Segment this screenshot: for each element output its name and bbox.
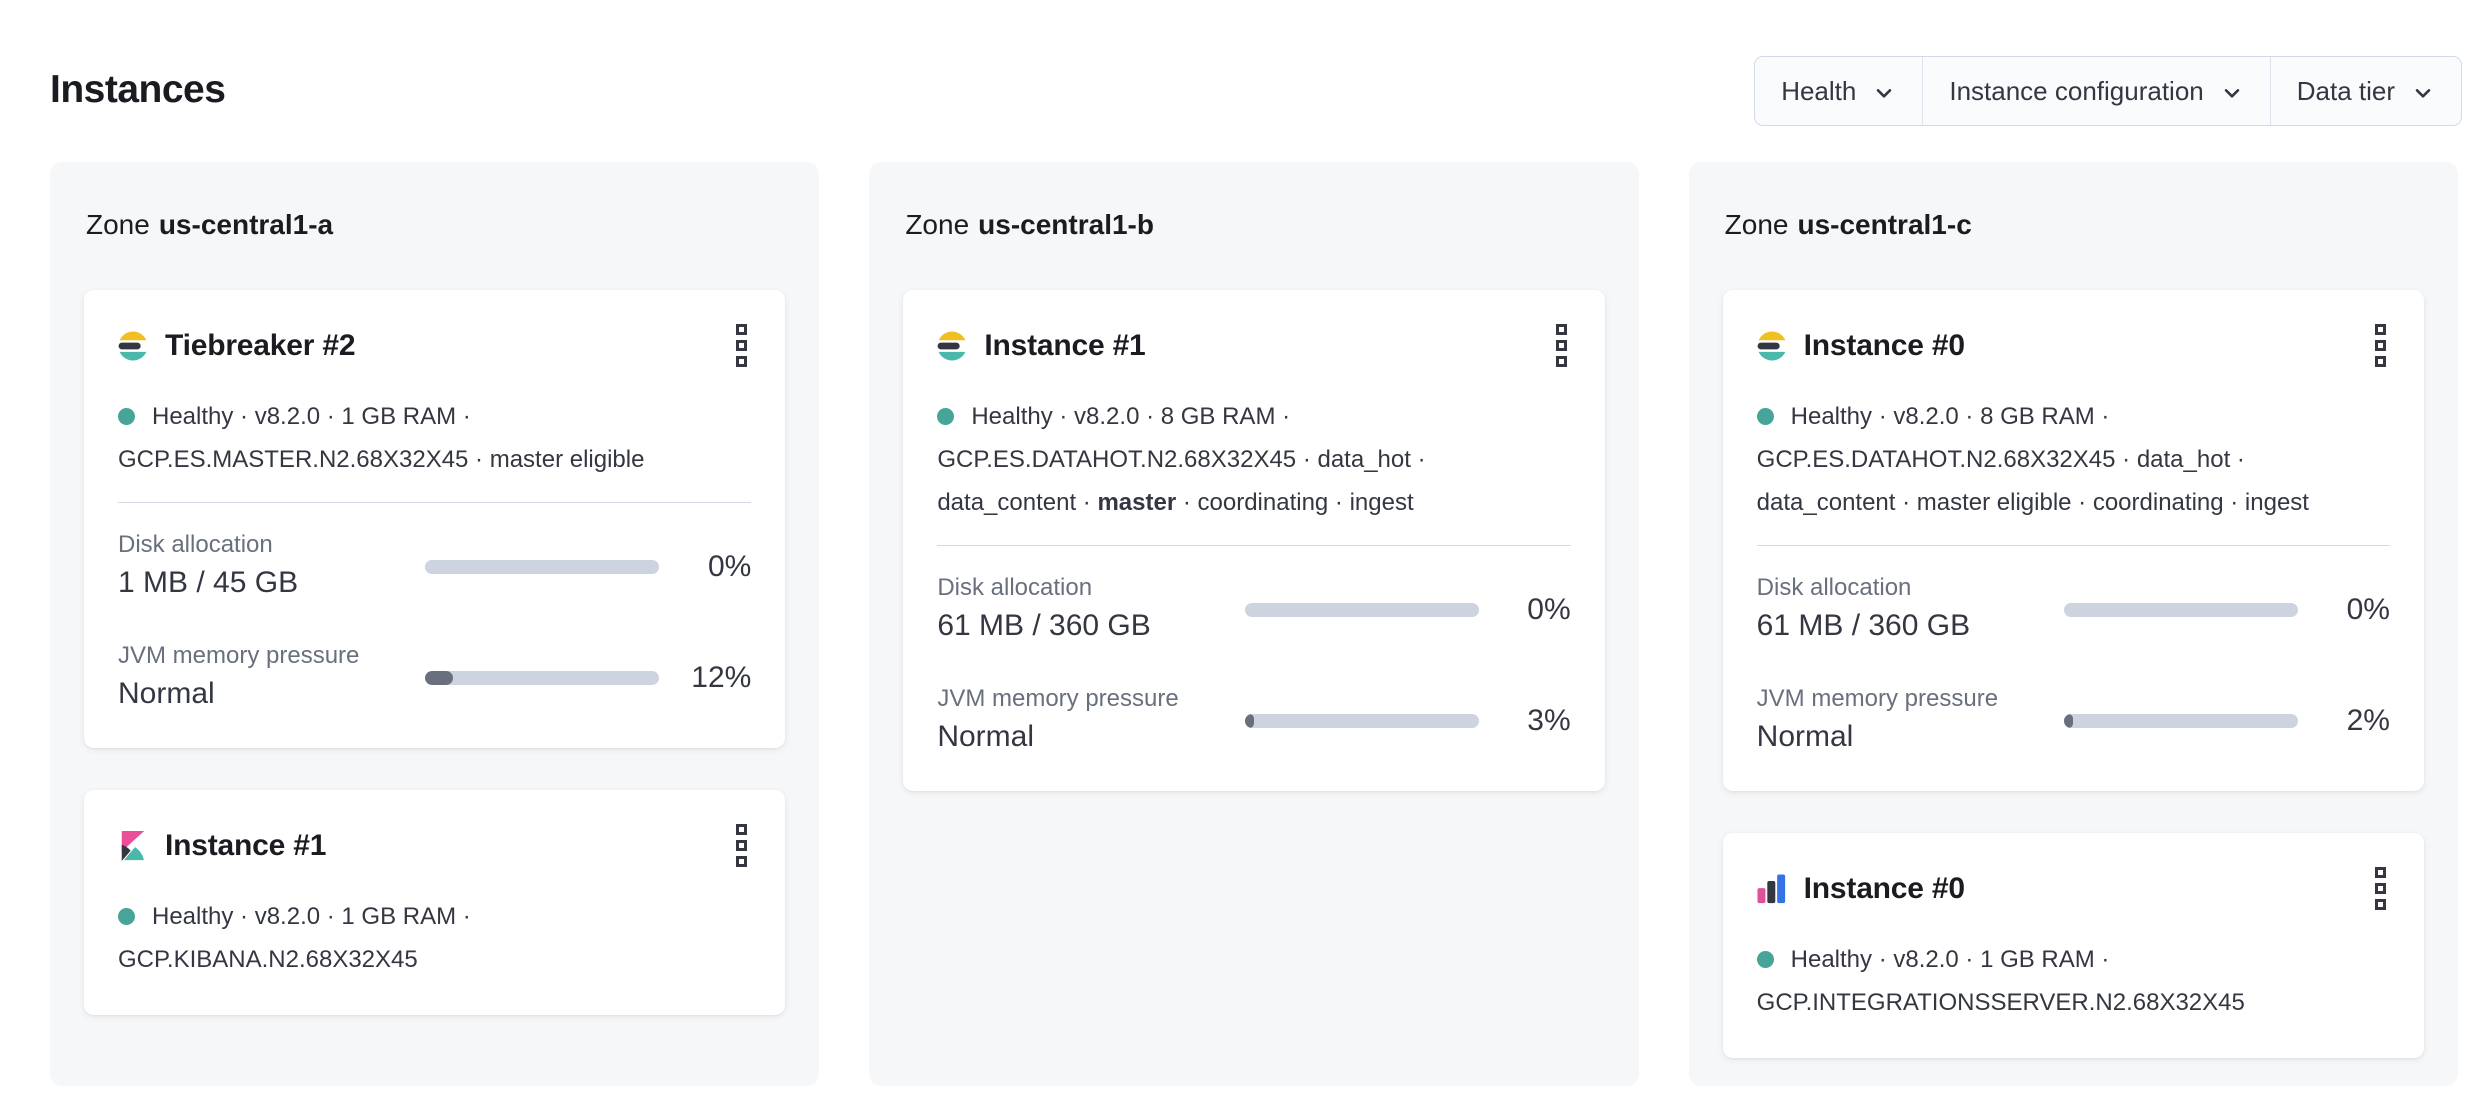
metric-value: Normal [1756, 720, 1854, 753]
jvm-memory-pressure-metric: JVM memory pressure Normal 3% [937, 684, 1570, 757]
metric-value: 61 MB / 360 GB [937, 609, 1151, 642]
zones-container: Zone us-central1-a Tiebreaker #2 Healthy … [50, 162, 2458, 1086]
filter-instance-configuration-button[interactable]: Instance configuration [1922, 57, 2269, 125]
status-text: Healthy · v8.2.0 · 8 GB RAM · [1790, 403, 2110, 430]
instance-card-integrations-0: Instance #0 Healthy · v8.2.0 · 1 GB RAM … [1722, 833, 2424, 1058]
filter-data-tier-button[interactable]: Data tier [2269, 57, 2461, 125]
elasticsearch-logo-icon [1757, 330, 1787, 361]
chevron-down-icon [1877, 88, 1892, 98]
health-dot-icon [1756, 951, 1774, 968]
health-dot-icon [1756, 408, 1774, 425]
instance-status: Healthy · v8.2.0 · 8 GB RAM · GCP.ES.DAT… [937, 395, 1570, 524]
instance-card-kibana-1: Instance #1 Healthy · v8.2.0 · 1 GB RAM … [84, 790, 786, 1015]
zone-title: Zone us-central1-a [86, 209, 334, 240]
disk-usage-bar [425, 559, 660, 574]
instance-status: Healthy · v8.2.0 · 8 GB RAM · GCP.ES.DAT… [1756, 395, 2390, 524]
jvm-pressure-bar [2063, 713, 2298, 728]
status-text: data_content · master · coordinating · i… [937, 489, 1414, 516]
metric-label: Disk allocation [937, 574, 1093, 601]
zone-panel-us-central1-c: Zone us-central1-c Instance #0 Healthy · … [1688, 162, 2458, 1086]
status-text: Healthy · v8.2.0 · 1 GB RAM · [1790, 946, 2110, 973]
filter-data-tier-label: Data tier [2296, 75, 2395, 106]
metric-label: Disk allocation [1756, 574, 1912, 601]
metric-percent: 0% [2346, 592, 2390, 626]
metric-label: JVM memory pressure [118, 642, 360, 669]
zone-title: Zone us-central1-c [1724, 209, 1972, 240]
disk-usage-bar [2063, 602, 2298, 617]
health-dot-icon [118, 408, 135, 425]
metric-label: Disk allocation [118, 531, 273, 558]
chevron-down-icon [2415, 88, 2431, 98]
metric-value: 1 MB / 45 GB [118, 566, 299, 599]
instance-menu-button[interactable] [732, 320, 751, 371]
metric-value: Normal [937, 720, 1035, 753]
status-text: GCP.ES.MASTER.N2.68X32X45 · master eligi… [118, 446, 645, 473]
elasticsearch-logo-icon [937, 330, 967, 361]
page-title: Instances [50, 68, 226, 111]
zone-panel-us-central1-a: Zone us-central1-a Tiebreaker #2 Healthy … [50, 162, 820, 1086]
kibana-logo-icon [118, 830, 148, 861]
zone-title: Zone us-central1-b [905, 209, 1154, 240]
instance-menu-button[interactable] [1552, 320, 1571, 371]
divider [118, 502, 752, 503]
jvm-memory-pressure-metric: JVM memory pressure Normal 12% [118, 641, 751, 714]
instance-status: Healthy · v8.2.0 · 1 GB RAM · GCP.ES.MAS… [118, 395, 751, 481]
instance-card-es-0: Instance #0 Healthy · v8.2.0 · 8 GB RAM … [1722, 290, 2424, 791]
metric-label: JVM memory pressure [937, 685, 1179, 712]
page-header: Instances Health Instance configuration … [0, 0, 2490, 128]
metric-value: 61 MB / 360 GB [1756, 609, 1971, 642]
status-text: GCP.ES.DATAHOT.N2.68X32X45 · data_hot · [1756, 446, 2245, 473]
elasticsearch-logo-icon [118, 330, 148, 361]
filter-health-button[interactable]: Health [1755, 57, 1922, 125]
divider [937, 545, 1571, 546]
status-text: Healthy · v8.2.0 · 1 GB RAM · [152, 903, 471, 930]
zone-panel-us-central1-b: Zone us-central1-b Instance #1 Healthy · … [869, 162, 1639, 1086]
status-text: GCP.INTEGRATIONSSERVER.N2.68X32X45 [1756, 989, 2245, 1016]
divider [1756, 545, 2390, 546]
disk-usage-bar [1244, 602, 1479, 617]
metric-percent: 12% [691, 660, 752, 694]
instance-title: Instance #1 [165, 828, 327, 862]
status-text: data_content · master eligible · coordin… [1756, 489, 2309, 516]
status-text: Healthy · v8.2.0 · 8 GB RAM · [971, 403, 1291, 430]
jvm-pressure-bar [1244, 713, 1479, 728]
instance-title: Instance #0 [1803, 328, 1965, 362]
status-text: GCP.ES.DATAHOT.N2.68X32X45 · data_hot · [937, 446, 1426, 473]
integrations-server-logo-icon [1757, 873, 1787, 904]
filter-group: Health Instance configuration Data tier [1754, 56, 2462, 126]
disk-allocation-metric: Disk allocation 1 MB / 45 GB 0% [118, 530, 751, 603]
metric-value: Normal [118, 677, 215, 710]
instance-title: Instance #0 [1803, 871, 1965, 905]
status-text: GCP.KIBANA.N2.68X32X45 [118, 946, 418, 973]
instance-menu-button[interactable] [2371, 320, 2390, 371]
instance-card-tiebreaker-2: Tiebreaker #2 Healthy · v8.2.0 · 1 GB RA… [84, 290, 786, 748]
instance-status: Healthy · v8.2.0 · 1 GB RAM · GCP.INTEGR… [1756, 938, 2390, 1024]
instance-menu-button[interactable] [732, 820, 751, 871]
metric-label: JVM memory pressure [1756, 685, 1999, 712]
instance-title: Instance #1 [984, 328, 1146, 362]
instance-card-es-1: Instance #1 Healthy · v8.2.0 · 8 GB RAM … [903, 290, 1605, 791]
filter-instance-configuration-label: Instance configuration [1949, 75, 2204, 106]
health-dot-icon [118, 908, 135, 925]
disk-allocation-metric: Disk allocation 61 MB / 360 GB 0% [1757, 573, 2390, 646]
instance-status: Healthy · v8.2.0 · 1 GB RAM · GCP.KIBANA… [118, 895, 751, 981]
jvm-pressure-bar [425, 670, 660, 685]
disk-allocation-metric: Disk allocation 61 MB / 360 GB 0% [937, 573, 1570, 646]
metric-percent: 2% [2346, 703, 2390, 737]
metric-percent: 0% [1527, 592, 1571, 626]
metric-percent: 0% [707, 549, 752, 583]
instance-title: Tiebreaker #2 [165, 328, 356, 362]
instance-menu-button[interactable] [2371, 863, 2390, 914]
filter-health-label: Health [1781, 75, 1857, 106]
metric-percent: 3% [1527, 703, 1571, 737]
jvm-memory-pressure-metric: JVM memory pressure Normal 2% [1757, 684, 2390, 757]
status-text: Healthy · v8.2.0 · 1 GB RAM · [152, 403, 471, 430]
health-dot-icon [937, 408, 955, 425]
chevron-down-icon [2224, 88, 2240, 98]
